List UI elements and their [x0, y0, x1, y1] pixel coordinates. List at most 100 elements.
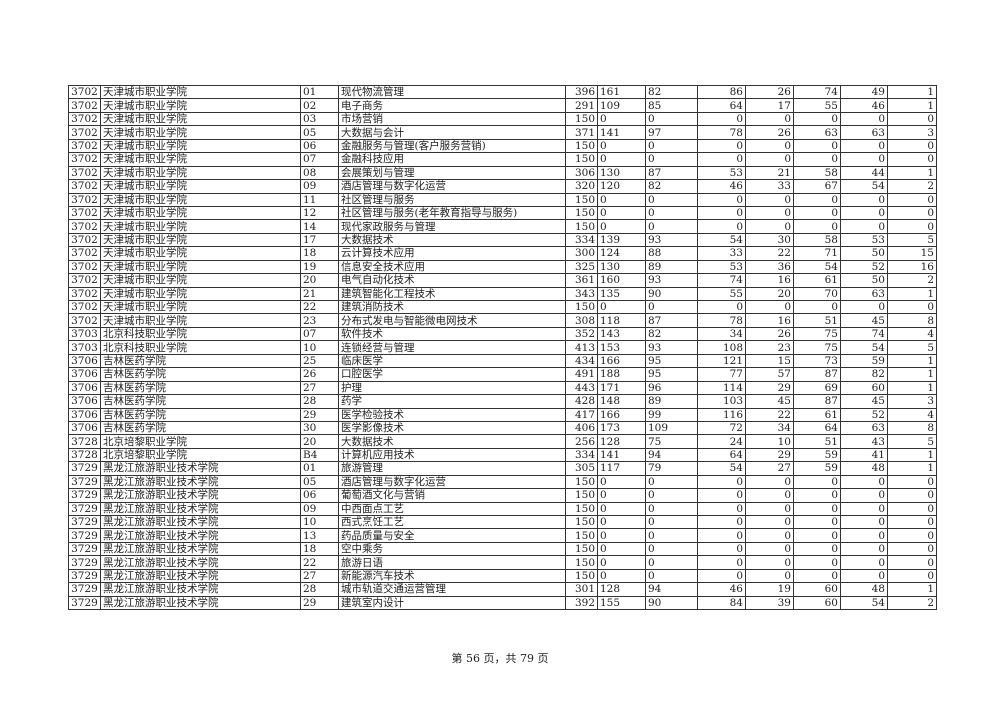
school-code-cell: 3702 — [68, 246, 101, 261]
col-7-cell: 85 — [645, 98, 698, 113]
table-row: 3702 天津城市职业学院 06 金融服务与管理(客户服务营销) 150 0 0 0 0 0 0 0 — [68, 138, 937, 154]
school-code-cell: 3729 — [68, 595, 101, 611]
col-12-cell: 5 — [887, 232, 937, 248]
school-code-cell: 3706 — [68, 394, 101, 409]
col-5-cell: 301 — [565, 582, 598, 597]
col-12-cell: 1 — [887, 165, 937, 181]
table-row: 3702 天津城市职业学院 09 酒店管理与数字化运营 320 120 82 46 33 67 54… — [68, 179, 937, 194]
col-7-cell: 88 — [645, 246, 698, 261]
table-row: 3703 北京科技职业学院 10 连锁经营与管理 413 153 93 108 23 75 54 5 — [68, 340, 937, 355]
school-code-cell: 3702 — [68, 232, 101, 248]
table-row: 3702 天津城市职业学院 18 云计算技术应用 300 124 88 33 22 71 50 15 — [68, 246, 937, 261]
col-8-cell: 64 — [697, 98, 746, 113]
school-code-cell: 3706 — [68, 353, 101, 369]
school-code-cell: 3706 — [68, 407, 101, 422]
col-12-cell: 1 — [887, 582, 937, 597]
col-6-cell: 166 — [597, 407, 646, 422]
major-code-cell: 20 — [300, 434, 339, 449]
col-8-cell: 0 — [697, 501, 746, 517]
col-5-cell: 300 — [565, 246, 598, 261]
col-10-cell: 0 — [793, 192, 841, 207]
major-name-cell: 城市轨道交通运营管理 — [338, 582, 566, 597]
col-6-cell: 139 — [597, 232, 646, 248]
col-9-cell: 0 — [745, 514, 794, 530]
col-6-cell: 0 — [597, 138, 646, 154]
col-7-cell: 87 — [645, 165, 698, 181]
col-6-cell: 0 — [597, 501, 646, 517]
major-name-cell: 现代物流管理 — [338, 84, 566, 100]
school-code-cell: 3706 — [68, 420, 101, 436]
major-code-cell: 25 — [300, 353, 339, 369]
col-6-cell: 173 — [597, 420, 646, 436]
col-12-cell: 2 — [887, 179, 937, 194]
col-9-cell: 0 — [745, 555, 794, 570]
col-7-cell: 0 — [645, 152, 698, 167]
col-11-cell: 45 — [840, 394, 888, 409]
major-name-cell: 旅游日语 — [338, 555, 566, 570]
school-code-cell: 3729 — [68, 514, 101, 530]
col-11-cell: 0 — [840, 568, 888, 584]
school-name-cell: 天津城市职业学院 — [100, 273, 301, 288]
col-10-cell: 75 — [793, 340, 841, 355]
col-5-cell: 320 — [565, 179, 598, 194]
col-11-cell: 54 — [840, 595, 888, 611]
major-code-cell: 12 — [300, 205, 339, 221]
col-6-cell: 0 — [597, 205, 646, 221]
col-12-cell: 1 — [887, 380, 937, 396]
school-code-cell: 3728 — [68, 447, 101, 463]
school-code-cell: 3702 — [68, 98, 101, 113]
major-code-cell: 01 — [300, 84, 339, 100]
school-name-cell: 北京培黎职业学院 — [100, 447, 301, 463]
col-9-cell: 27 — [745, 461, 794, 476]
major-name-cell: 电子商务 — [338, 98, 566, 113]
col-6-cell: 143 — [597, 326, 646, 342]
col-11-cell: 0 — [840, 205, 888, 221]
major-code-cell: 29 — [300, 407, 339, 422]
school-name-cell: 北京培黎职业学院 — [100, 434, 301, 449]
school-code-cell: 3702 — [68, 179, 101, 194]
school-name-cell: 黑龙江旅游职业技术学院 — [100, 582, 301, 597]
col-12-cell: 0 — [887, 528, 937, 543]
col-5-cell: 150 — [565, 568, 598, 584]
major-name-cell: 建筑室内设计 — [338, 595, 566, 611]
school-code-cell: 3702 — [68, 313, 101, 328]
school-name-cell: 吉林医药学院 — [100, 380, 301, 396]
col-5-cell: 371 — [565, 125, 598, 140]
major-name-cell: 大数据技术 — [338, 434, 566, 449]
major-name-cell: 金融科技应用 — [338, 152, 566, 167]
col-10-cell: 0 — [793, 501, 841, 517]
col-8-cell: 0 — [697, 555, 746, 570]
major-code-cell: 14 — [300, 219, 339, 234]
col-7-cell: 93 — [645, 340, 698, 355]
table-row: 3702 天津城市职业学院 20 电气自动化技术 361 160 93 74 16 61 50 2 — [68, 273, 937, 288]
school-code-cell: 3702 — [68, 273, 101, 288]
col-10-cell: 0 — [793, 514, 841, 530]
col-11-cell: 74 — [840, 326, 888, 342]
col-12-cell: 1 — [887, 461, 937, 476]
col-11-cell: 0 — [840, 474, 888, 490]
col-12-cell: 1 — [887, 367, 937, 382]
table-row: 3702 天津城市职业学院 08 会展策划与管理 306 130 87 53 21 58 44 1 — [68, 165, 937, 181]
col-8-cell: 121 — [697, 353, 746, 369]
col-9-cell: 16 — [745, 313, 794, 328]
school-name-cell: 吉林医药学院 — [100, 353, 301, 369]
col-6-cell: 0 — [597, 528, 646, 543]
col-9-cell: 0 — [745, 541, 794, 557]
col-11-cell: 63 — [840, 125, 888, 140]
col-7-cell: 0 — [645, 528, 698, 543]
col-9-cell: 57 — [745, 367, 794, 382]
major-code-cell: 10 — [300, 340, 339, 355]
table-row: 3728 北京培黎职业学院 20 大数据技术 256 128 75 24 10 51 43 5 — [68, 434, 937, 449]
col-8-cell: 0 — [697, 488, 746, 503]
major-code-cell: 07 — [300, 152, 339, 167]
col-8-cell: 0 — [697, 474, 746, 490]
col-6-cell: 128 — [597, 434, 646, 449]
school-name-cell: 黑龙江旅游职业技术学院 — [100, 461, 301, 476]
major-name-cell: 建筑消防技术 — [338, 299, 566, 315]
major-name-cell: 市场营销 — [338, 111, 566, 127]
major-code-cell: 02 — [300, 98, 339, 113]
major-name-cell: 医学影像技术 — [338, 420, 566, 436]
major-name-cell: 葡萄酒文化与营销 — [338, 488, 566, 503]
col-7-cell: 0 — [645, 219, 698, 234]
school-name-cell: 黑龙江旅游职业技术学院 — [100, 488, 301, 503]
